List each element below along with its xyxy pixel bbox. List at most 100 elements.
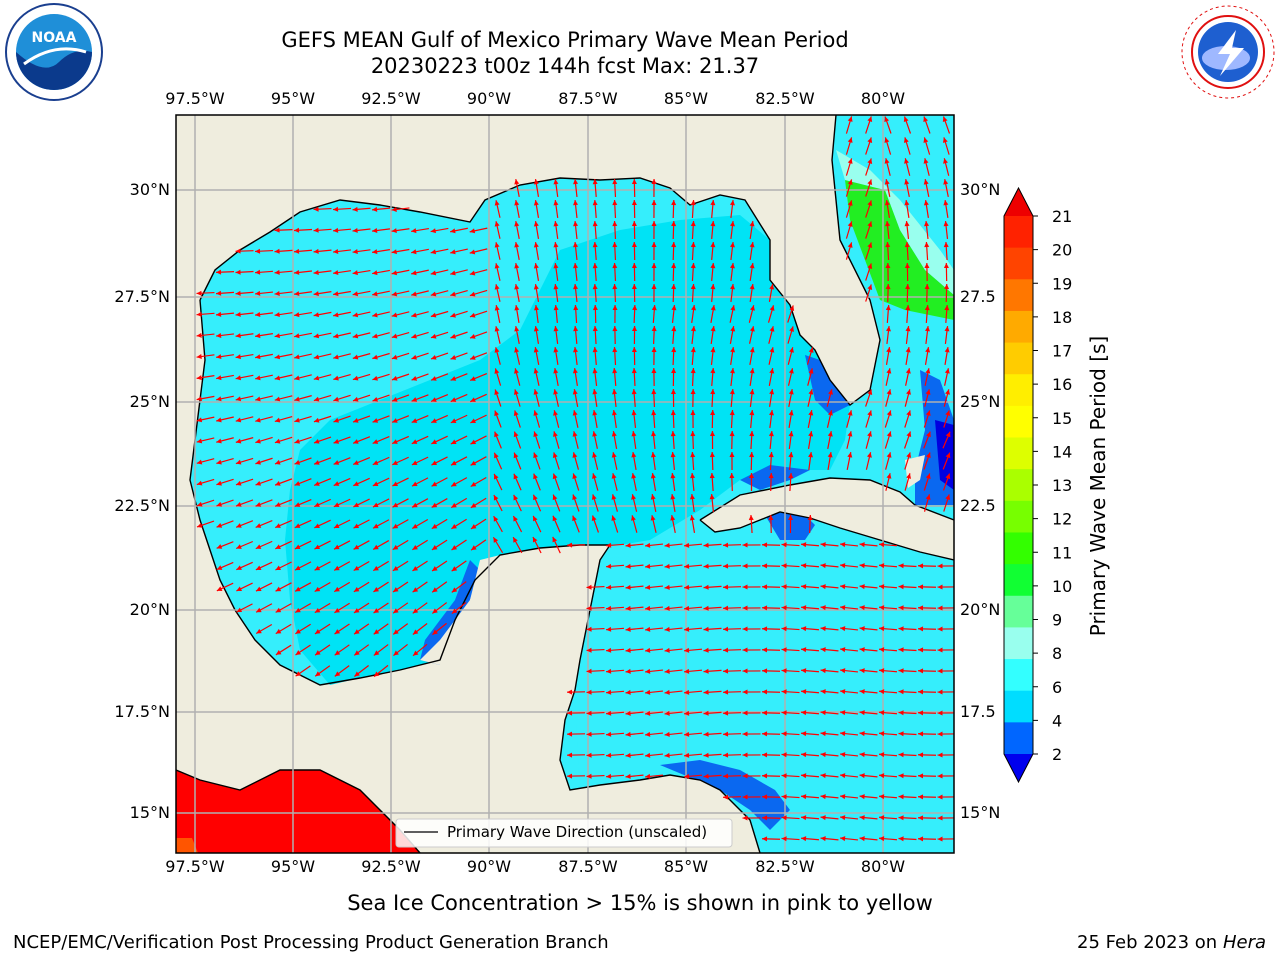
wave-direction-arrow: [513, 410, 521, 428]
wave-direction-arrow: [761, 836, 781, 842]
wave-direction-arrow: [781, 836, 800, 842]
wave-direction-arrow: [216, 561, 234, 571]
wave-direction-arrow: [917, 731, 937, 737]
wave-direction-arrow: [904, 200, 910, 218]
wave-direction-arrow: [923, 473, 931, 491]
wave-direction-arrow: [898, 605, 917, 611]
wave-direction-arrow: [878, 689, 898, 695]
wave-direction-arrow: [294, 353, 312, 360]
wave-direction-arrow: [944, 347, 950, 365]
wave-direction-arrow: [216, 374, 234, 381]
wave-direction-arrow: [566, 710, 586, 716]
wave-direction-arrow: [255, 436, 273, 444]
wave-direction-arrow: [839, 752, 859, 758]
wave-direction-arrow: [800, 668, 820, 674]
wave-direction-arrow: [884, 431, 892, 449]
wave-direction-arrow: [392, 477, 409, 487]
wave-direction-arrow: [820, 689, 839, 695]
wave-direction-arrow: [651, 388, 657, 408]
wave-direction-arrow: [294, 436, 312, 444]
wave-direction-arrow: [664, 563, 683, 569]
wave-direction-arrow: [553, 325, 559, 345]
wave-direction-arrow: [749, 430, 755, 450]
wave-direction-arrow: [807, 368, 814, 386]
wave-direction-arrow: [767, 305, 775, 323]
legend-label: Primary Wave Direction (unscaled): [447, 823, 707, 841]
wave-direction-arrow: [470, 539, 487, 551]
wave-direction-arrow: [450, 290, 468, 297]
wave-direction-arrow: [644, 689, 664, 695]
wave-direction-arrow: [903, 116, 912, 134]
wave-direction-arrow: [573, 346, 578, 366]
wave-direction-arrow: [592, 178, 598, 198]
wave-direction-arrow: [352, 373, 371, 381]
wave-direction-arrow: [533, 473, 541, 491]
wave-direction-arrow: [781, 584, 800, 590]
wave-direction-arrow: [878, 710, 898, 716]
wave-direction-arrow: [373, 664, 389, 678]
wave-direction-arrow: [393, 643, 408, 657]
wave-direction-arrow: [722, 752, 742, 758]
wave-direction-arrow: [216, 499, 234, 507]
wave-direction-arrow: [943, 158, 950, 176]
wave-direction-arrow: [846, 410, 853, 428]
wave-direction-arrow: [781, 815, 800, 821]
colorbar-tick-label: 11: [1052, 543, 1072, 562]
wave-direction-arrow: [671, 325, 677, 345]
wave-direction-arrow: [573, 178, 579, 198]
colorbar-tick-label: 9: [1052, 611, 1062, 630]
wave-direction-arrow: [664, 605, 683, 611]
wave-direction-arrow: [651, 409, 657, 429]
wave-direction-arrow: [781, 605, 800, 611]
wave-direction-arrow: [411, 518, 429, 530]
lat-tick-right: 20°N: [960, 600, 1001, 619]
wave-direction-arrow: [451, 601, 467, 615]
wave-direction-arrow: [372, 415, 390, 423]
wave-direction-arrow: [352, 456, 371, 466]
wave-direction-arrow: [314, 498, 331, 508]
wave-direction-arrow: [352, 206, 371, 212]
wave-direction-arrow: [742, 668, 761, 674]
wave-direction-arrow: [533, 410, 541, 428]
wave-direction-arrow: [787, 347, 794, 365]
wave-direction-arrow: [761, 668, 781, 674]
wave-direction-arrow: [644, 773, 664, 779]
wave-direction-arrow: [532, 494, 542, 512]
wave-direction-arrow: [372, 560, 390, 572]
wave-direction-arrow: [865, 116, 873, 134]
wave-direction-arrow: [671, 220, 677, 240]
colorbar-segment: [1004, 310, 1033, 344]
wave-direction-arrow: [352, 311, 371, 318]
wave-direction-arrow: [572, 368, 578, 386]
wave-direction-arrow: [430, 227, 449, 234]
wave-direction-arrow: [494, 242, 501, 260]
wave-direction-arrow: [372, 436, 390, 444]
wave-direction-arrow: [644, 752, 664, 758]
wave-direction-arrow: [391, 290, 410, 297]
wave-direction-arrow: [878, 794, 898, 800]
wave-direction-arrow: [761, 815, 781, 821]
wave-direction-arrow: [644, 563, 664, 569]
wave-direction-arrow: [469, 227, 488, 234]
wave-direction-arrow: [592, 262, 598, 282]
wave-direction-arrow: [196, 416, 215, 423]
wave-direction-arrow: [411, 394, 429, 402]
lat-tick-left: 20°N: [129, 600, 170, 619]
wave-direction-arrow: [354, 665, 369, 677]
lon-tick-top: 97.5°W: [165, 89, 225, 108]
wave-direction-arrow: [859, 773, 878, 779]
wave-direction-arrow: [761, 647, 781, 653]
wave-direction-arrow: [781, 710, 800, 716]
wave-direction-arrow: [552, 452, 560, 470]
wave-direction-arrow: [196, 332, 215, 338]
wave-direction-arrow: [670, 473, 676, 491]
wave-direction-arrow: [943, 179, 949, 197]
wave-direction-arrow: [235, 269, 254, 275]
wave-direction-arrow: [605, 584, 625, 590]
wave-direction-arrow: [235, 248, 254, 254]
wave-direction-arrow: [450, 352, 468, 360]
wave-direction-arrow: [761, 794, 781, 800]
wave-direction-arrow: [729, 430, 735, 450]
wave-direction-arrow: [924, 283, 930, 303]
wave-direction-arrow: [904, 473, 911, 491]
